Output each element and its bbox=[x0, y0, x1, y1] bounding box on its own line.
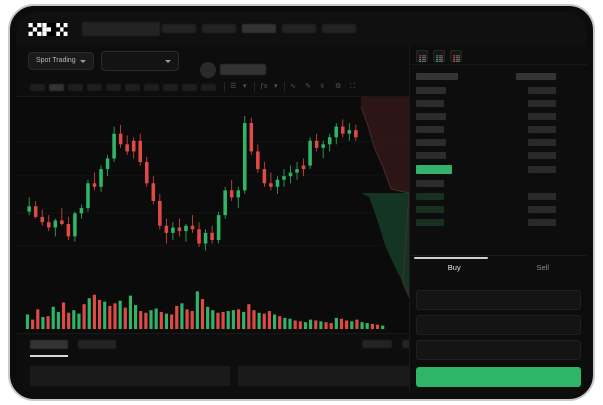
timeframe-btn-8[interactable] bbox=[163, 84, 178, 91]
chart-type-chevron-down-icon[interactable]: ▾ bbox=[243, 83, 247, 90]
orderbook-bid-amount bbox=[528, 219, 556, 226]
timeframe-btn-6[interactable] bbox=[125, 84, 140, 91]
nav-item-5[interactable] bbox=[322, 24, 356, 33]
pencil-icon[interactable]: ✎ bbox=[305, 83, 311, 90]
timeframe-btn-1[interactable] bbox=[30, 84, 45, 91]
orderbook-ask-amount bbox=[528, 139, 556, 146]
orderbook-bid-price[interactable] bbox=[416, 219, 444, 226]
orderbook-col-header-amount bbox=[516, 73, 556, 80]
nav-item-1[interactable] bbox=[162, 24, 196, 33]
nav-item-2[interactable] bbox=[202, 24, 236, 33]
top-header bbox=[16, 12, 587, 45]
orderbook-ask-price[interactable] bbox=[416, 113, 446, 120]
timeframe-btn-9[interactable] bbox=[182, 84, 197, 91]
timeframe-btn-7[interactable] bbox=[144, 84, 159, 91]
orders-action-1[interactable] bbox=[362, 340, 392, 348]
timeframe-btn-10[interactable] bbox=[201, 84, 216, 91]
order-book-header bbox=[410, 45, 587, 65]
orderbook-ask-amount bbox=[528, 100, 556, 107]
price-chart[interactable] bbox=[16, 97, 409, 333]
orderbook-last-price bbox=[416, 165, 452, 174]
okx-logo[interactable] bbox=[28, 23, 68, 36]
orders-tab-underline bbox=[30, 355, 68, 357]
orderbook-bid-amount bbox=[528, 206, 556, 213]
orderbook-bid-price[interactable] bbox=[416, 206, 444, 213]
timeframe-btn-5[interactable] bbox=[106, 84, 121, 91]
orderbook-mode-bids-icon[interactable] bbox=[433, 50, 445, 62]
amount-field[interactable] bbox=[416, 340, 581, 360]
tab-sell[interactable]: Sell bbox=[536, 263, 549, 272]
orderbook-last-amount bbox=[528, 166, 556, 173]
orderbook-mode-asks-icon[interactable] bbox=[450, 50, 462, 62]
orderbook-ask-price[interactable] bbox=[416, 87, 446, 94]
search-input[interactable] bbox=[82, 22, 160, 36]
order-book-panel: Buy Sell bbox=[409, 45, 587, 393]
nav-item-3[interactable] bbox=[242, 24, 276, 33]
candlestick-icon[interactable]: ☰ bbox=[230, 83, 237, 90]
orderbook-bid-amount bbox=[528, 193, 556, 200]
indicators-icon[interactable]: ƒx bbox=[260, 83, 268, 90]
price-field[interactable] bbox=[416, 315, 581, 335]
orderbook-ask-price[interactable] bbox=[416, 126, 444, 133]
orders-card-2[interactable] bbox=[238, 366, 428, 386]
device-frame: Spot Trading bbox=[8, 4, 595, 401]
pair-name bbox=[220, 64, 266, 75]
settings-gear-icon[interactable]: ⚙ bbox=[335, 83, 342, 90]
orderbook-ask-price[interactable] bbox=[416, 100, 444, 107]
trade-form-tabs: Buy Sell bbox=[410, 255, 587, 281]
timeframe-btn-4[interactable] bbox=[87, 84, 102, 91]
trade-tab-underline bbox=[414, 257, 488, 259]
market-type-selector[interactable]: Spot Trading bbox=[28, 52, 94, 70]
orderbook-col-header-price bbox=[416, 73, 458, 80]
trading-pair-select[interactable] bbox=[101, 51, 179, 71]
indicators-chevron-down-icon[interactable]: ▾ bbox=[274, 83, 278, 90]
tab-buy[interactable]: Buy bbox=[447, 263, 461, 272]
timeframe-btn-3[interactable] bbox=[68, 84, 83, 91]
chart-toolbar: ☰ ▾ ƒx ▾ ∿ ✎ ⌽ ⚙ ⛶ bbox=[16, 78, 409, 97]
chevron-down-icon bbox=[79, 59, 86, 63]
fullscreen-icon[interactable]: ⛶ bbox=[350, 83, 355, 90]
orderbook-bid-price[interactable] bbox=[416, 193, 444, 200]
market-type-label: Spot Trading bbox=[36, 57, 76, 64]
chevron-down-icon bbox=[165, 60, 171, 63]
depth-chart-overlay bbox=[361, 97, 409, 297]
nav-item-4[interactable] bbox=[282, 24, 316, 33]
pair-avatar bbox=[200, 62, 216, 78]
candlestick-chart-svg bbox=[16, 115, 409, 330]
orderbook-mode-both-icon[interactable] bbox=[416, 50, 428, 62]
submit-order-button[interactable] bbox=[416, 367, 581, 387]
app-screen: Spot Trading bbox=[16, 12, 587, 393]
order-type-field[interactable] bbox=[416, 290, 581, 310]
orders-card-1[interactable] bbox=[30, 366, 230, 386]
orders-tab-history[interactable] bbox=[78, 340, 116, 349]
orderbook-ask-price[interactable] bbox=[416, 152, 446, 159]
orderbook-ask-amount bbox=[528, 113, 556, 120]
line-tool-icon[interactable]: ∿ bbox=[290, 83, 296, 90]
orderbook-ask-price[interactable] bbox=[416, 139, 446, 146]
orderbook-ask-amount bbox=[528, 87, 556, 94]
orderbook-ask-amount bbox=[528, 152, 556, 159]
orders-tab-open[interactable] bbox=[30, 340, 68, 349]
orderbook-ask-amount bbox=[528, 126, 556, 133]
timeframe-btn-2[interactable] bbox=[49, 84, 64, 91]
orderbook-bid-price[interactable] bbox=[416, 180, 444, 187]
orders-panel bbox=[16, 333, 432, 393]
camera-icon[interactable]: ⌽ bbox=[320, 83, 325, 90]
